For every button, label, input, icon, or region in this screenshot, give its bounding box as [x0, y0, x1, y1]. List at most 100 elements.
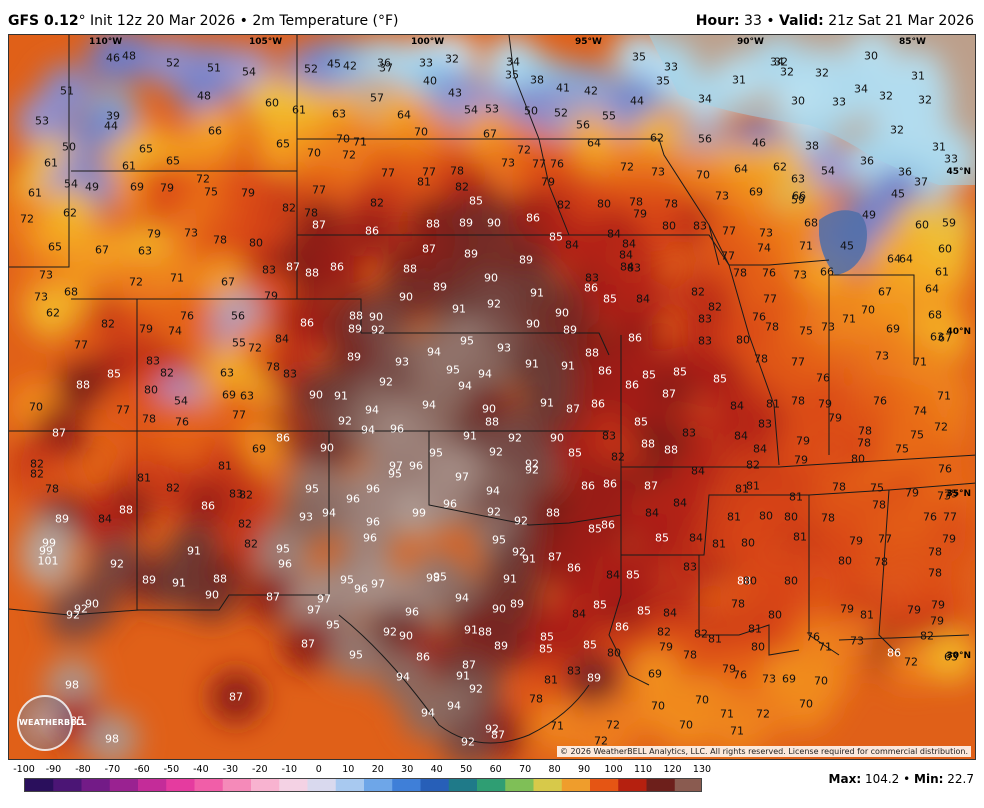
- temperature-label: 91: [334, 389, 348, 403]
- colorbar-segment: [477, 779, 506, 791]
- temperature-label: 64: [587, 136, 601, 150]
- copyright-notice: © 2026 WeatherBELL Analytics, LLC. All r…: [557, 746, 971, 757]
- temperature-label: 78: [928, 545, 942, 559]
- temperature-label: 61: [935, 265, 949, 279]
- temperature-blob: [301, 422, 353, 474]
- colorbar-tick-label: 0: [315, 764, 322, 775]
- temperature-map[interactable]: 48 46 52 51 54 52 45 42 36 37 33 32 34 35 33 30 32 32 34 32…: [8, 34, 976, 760]
- temperature-label: 59: [791, 193, 805, 207]
- temperature-label: 63: [944, 650, 958, 664]
- temperature-label: 77: [422, 165, 436, 179]
- temperature-label: 79: [849, 534, 863, 548]
- temperature-label: 61: [292, 103, 306, 117]
- temperature-label: 77: [312, 183, 326, 197]
- temperature-label: 84: [606, 568, 620, 582]
- temperature-label: 70: [861, 303, 875, 317]
- temperature-label: 88: [478, 625, 492, 639]
- colorbar-segment: [533, 779, 563, 791]
- temperature-blob: [527, 487, 579, 539]
- temperature-label: 97: [307, 603, 321, 617]
- temperature-label: 81: [544, 673, 558, 687]
- temperature-label: 75: [895, 442, 909, 456]
- lat-label-30: 30°N: [946, 651, 971, 661]
- temperature-label: 84: [620, 260, 634, 274]
- lon-label-100: 100°W: [411, 37, 445, 47]
- temperature-label: 75: [204, 185, 218, 199]
- temperature-label: 81: [137, 471, 151, 485]
- temperature-label: 78: [450, 164, 464, 178]
- temperature-label: 80: [768, 608, 782, 622]
- temperature-label: 86: [625, 378, 639, 392]
- temperature-label: 86: [591, 397, 605, 411]
- temperature-label: 72: [129, 275, 143, 289]
- border-al-ga: [878, 489, 900, 656]
- temperature-label: 78: [791, 394, 805, 408]
- temperature-label: 78: [266, 360, 280, 374]
- temperature-blob: [722, 517, 774, 569]
- temperature-label: 78: [821, 511, 835, 525]
- temperature-label: 34: [506, 55, 520, 69]
- temperature-label: 82: [166, 481, 180, 495]
- temperature-blob: [711, 705, 763, 757]
- temperature-blob: [141, 162, 193, 214]
- temperature-label: 86: [526, 211, 540, 225]
- temperature-label: 63: [791, 172, 805, 186]
- colorbar-tick-label: 40: [430, 764, 443, 775]
- temperature-label: 79: [541, 175, 555, 189]
- temperature-label: 69: [648, 667, 662, 681]
- temperature-label: 71: [842, 312, 856, 326]
- colorbar-tick-label: -70: [104, 764, 121, 775]
- temperature-label: 89: [55, 512, 69, 526]
- temperature-label: 90: [205, 588, 219, 602]
- temperature-label: 85: [540, 630, 554, 644]
- temperature-label: 70: [799, 697, 813, 711]
- temperature-label: 90: [399, 290, 413, 304]
- colorbar-segment: [251, 779, 280, 791]
- temperature-label: 87: [52, 426, 66, 440]
- temperature-label: 84: [607, 227, 621, 241]
- temperature-label: 36: [377, 56, 391, 70]
- temperature-label: 76: [180, 309, 194, 323]
- temperature-label: 88: [403, 262, 417, 276]
- temperature-blob: [774, 511, 826, 563]
- temperature-label: 94: [427, 345, 441, 359]
- temperature-label: 96: [354, 582, 368, 596]
- temperature-label: 95: [460, 334, 474, 348]
- temperature-label: 77: [791, 355, 805, 369]
- temperature-blob: [222, 167, 274, 219]
- colorbar-tick-label: 70: [519, 764, 532, 775]
- temperature-label: 84: [691, 464, 705, 478]
- temperature-label: 52: [554, 106, 568, 120]
- temperature-label: 95: [492, 533, 506, 547]
- temperature-label: 79: [930, 614, 944, 628]
- border-ne-ks: [361, 332, 610, 356]
- temperature-blob: [293, 199, 345, 251]
- temperature-label: 79: [796, 434, 810, 448]
- temperature-label: 95: [340, 573, 354, 587]
- colorbar-segment: [53, 779, 82, 791]
- temperature-label: 89: [563, 323, 577, 337]
- temperature-label: 86: [628, 331, 642, 345]
- temperature-label: 91: [456, 669, 470, 683]
- rio-grande-border: [338, 614, 590, 744]
- temperature-label: 69: [886, 322, 900, 336]
- temperature-label: 54: [64, 177, 78, 191]
- temperature-label: 72: [20, 212, 34, 226]
- temperature-label: 82: [557, 198, 571, 212]
- temperature-label: 63: [332, 107, 346, 121]
- temperature-label: 32: [879, 89, 893, 103]
- temperature-label: 94: [455, 591, 469, 605]
- temperature-label: 78: [213, 233, 227, 247]
- temperature-label: 89: [510, 597, 524, 611]
- temperature-label: 72: [248, 341, 262, 355]
- temperature-label: 82: [611, 450, 625, 464]
- temperature-label: 55: [602, 109, 616, 123]
- temperature-label: 97: [317, 592, 331, 606]
- temperature-label: 83: [698, 334, 712, 348]
- border-nm: [136, 431, 330, 611]
- temperature-label: 71: [353, 135, 367, 149]
- temperature-label: 93: [299, 510, 313, 524]
- temperature-label: 78: [928, 566, 942, 580]
- temperature-label: 79: [907, 603, 921, 617]
- temperature-label: 90: [369, 310, 383, 324]
